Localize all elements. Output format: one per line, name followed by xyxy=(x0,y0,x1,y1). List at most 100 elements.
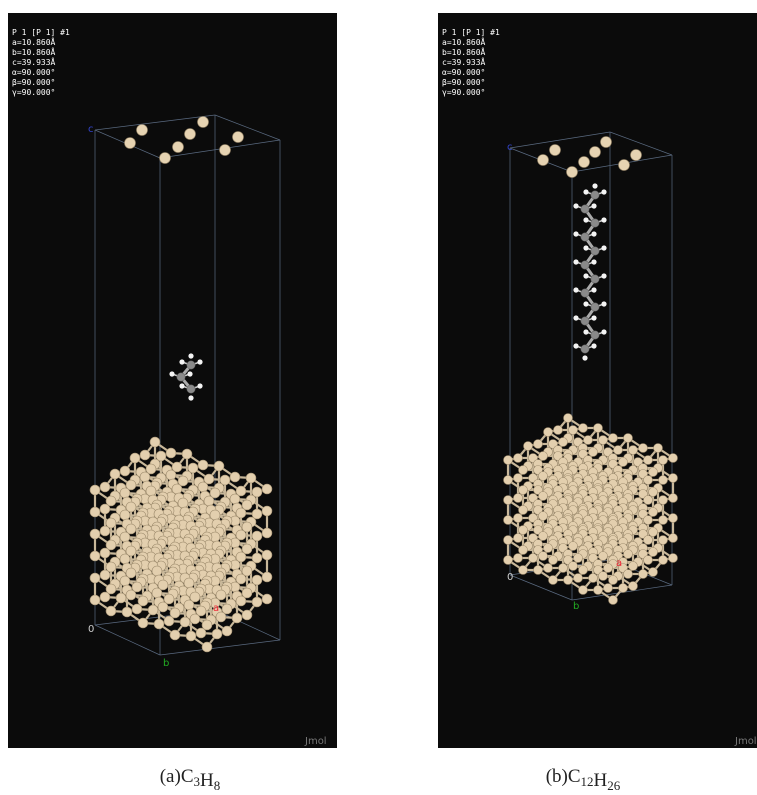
atom xyxy=(623,433,633,443)
atom xyxy=(181,448,193,460)
atom xyxy=(603,563,613,573)
h-atom xyxy=(591,231,597,237)
atom xyxy=(185,630,197,642)
atom xyxy=(241,543,253,555)
caption: (b)C12H26 xyxy=(546,766,621,793)
h-atom xyxy=(573,287,579,293)
atom xyxy=(241,587,253,599)
atom xyxy=(628,445,638,455)
h-atom xyxy=(169,371,175,377)
h-atom xyxy=(591,203,597,209)
atom xyxy=(563,575,573,585)
atom xyxy=(137,617,149,629)
atom xyxy=(578,423,588,433)
atom xyxy=(261,593,273,605)
atom xyxy=(137,595,149,607)
atom xyxy=(99,569,111,581)
atom xyxy=(201,641,213,653)
atom xyxy=(583,435,593,445)
surface-atom xyxy=(630,149,642,161)
h-atom xyxy=(601,217,607,223)
atom xyxy=(147,604,159,616)
atom xyxy=(121,606,133,618)
atom xyxy=(533,439,543,449)
atom xyxy=(99,525,111,537)
atom xyxy=(503,475,513,485)
atom xyxy=(261,505,273,517)
c-atom xyxy=(580,316,590,326)
atom xyxy=(513,493,523,503)
atom xyxy=(163,615,175,627)
atom xyxy=(99,547,111,559)
h-atom xyxy=(583,273,589,279)
surface-atom xyxy=(232,131,244,143)
atom xyxy=(231,612,243,624)
h-atom xyxy=(583,245,589,251)
atom xyxy=(105,605,117,617)
atom xyxy=(105,517,117,529)
h-atom xyxy=(601,273,607,279)
atom xyxy=(99,481,111,493)
atom xyxy=(177,475,189,487)
atom xyxy=(518,485,528,495)
c-atom xyxy=(590,330,600,340)
cell-info: P 1 [P 1] #1 xyxy=(12,28,70,37)
atom xyxy=(89,550,101,562)
atom xyxy=(235,551,247,563)
atom xyxy=(503,495,513,505)
atom xyxy=(235,573,247,585)
h-atom xyxy=(573,203,579,209)
atom xyxy=(89,528,101,540)
atom xyxy=(221,603,233,615)
atom xyxy=(251,574,263,586)
atom xyxy=(648,487,658,497)
atom xyxy=(668,513,678,523)
atom xyxy=(538,451,548,461)
atom xyxy=(588,573,598,583)
atom xyxy=(648,467,658,477)
cell-info: b=10.860Å xyxy=(442,46,486,57)
atom xyxy=(189,613,201,625)
atom xyxy=(109,468,121,480)
atom xyxy=(165,447,177,459)
atom xyxy=(513,453,523,463)
atom xyxy=(105,583,117,595)
surface-atom xyxy=(537,154,549,166)
caption-label: (b) xyxy=(546,766,568,787)
h-atom xyxy=(187,371,193,377)
element: C xyxy=(181,766,194,787)
h-atom xyxy=(583,189,589,195)
atom xyxy=(668,473,678,483)
atom xyxy=(538,491,548,501)
element: H xyxy=(200,770,214,791)
atom xyxy=(251,596,263,608)
atom xyxy=(658,455,668,465)
atom xyxy=(125,479,137,491)
atom xyxy=(179,616,191,628)
h-atom xyxy=(583,301,589,307)
atom xyxy=(593,585,603,595)
atom xyxy=(215,611,227,623)
atom xyxy=(195,605,207,617)
c-atom xyxy=(580,204,590,214)
atom xyxy=(553,425,563,435)
cell-info: a=10.860Å xyxy=(12,36,56,47)
atom xyxy=(643,555,653,565)
h-atom xyxy=(591,343,597,349)
c-atom xyxy=(590,246,600,256)
atom xyxy=(125,589,137,601)
cell-info: β=90.000° xyxy=(12,78,55,87)
atom xyxy=(169,607,181,619)
atom xyxy=(157,601,169,613)
atom xyxy=(628,561,638,571)
watermark: Jmol xyxy=(304,736,327,747)
h-atom xyxy=(591,315,597,321)
atom xyxy=(241,565,253,577)
atom xyxy=(131,603,143,615)
atom xyxy=(131,581,143,593)
atom xyxy=(623,549,633,559)
viewer-background xyxy=(438,13,757,748)
cell-info: c=39.933Å xyxy=(12,56,56,67)
cell-edge xyxy=(159,639,281,656)
atom xyxy=(125,501,137,513)
